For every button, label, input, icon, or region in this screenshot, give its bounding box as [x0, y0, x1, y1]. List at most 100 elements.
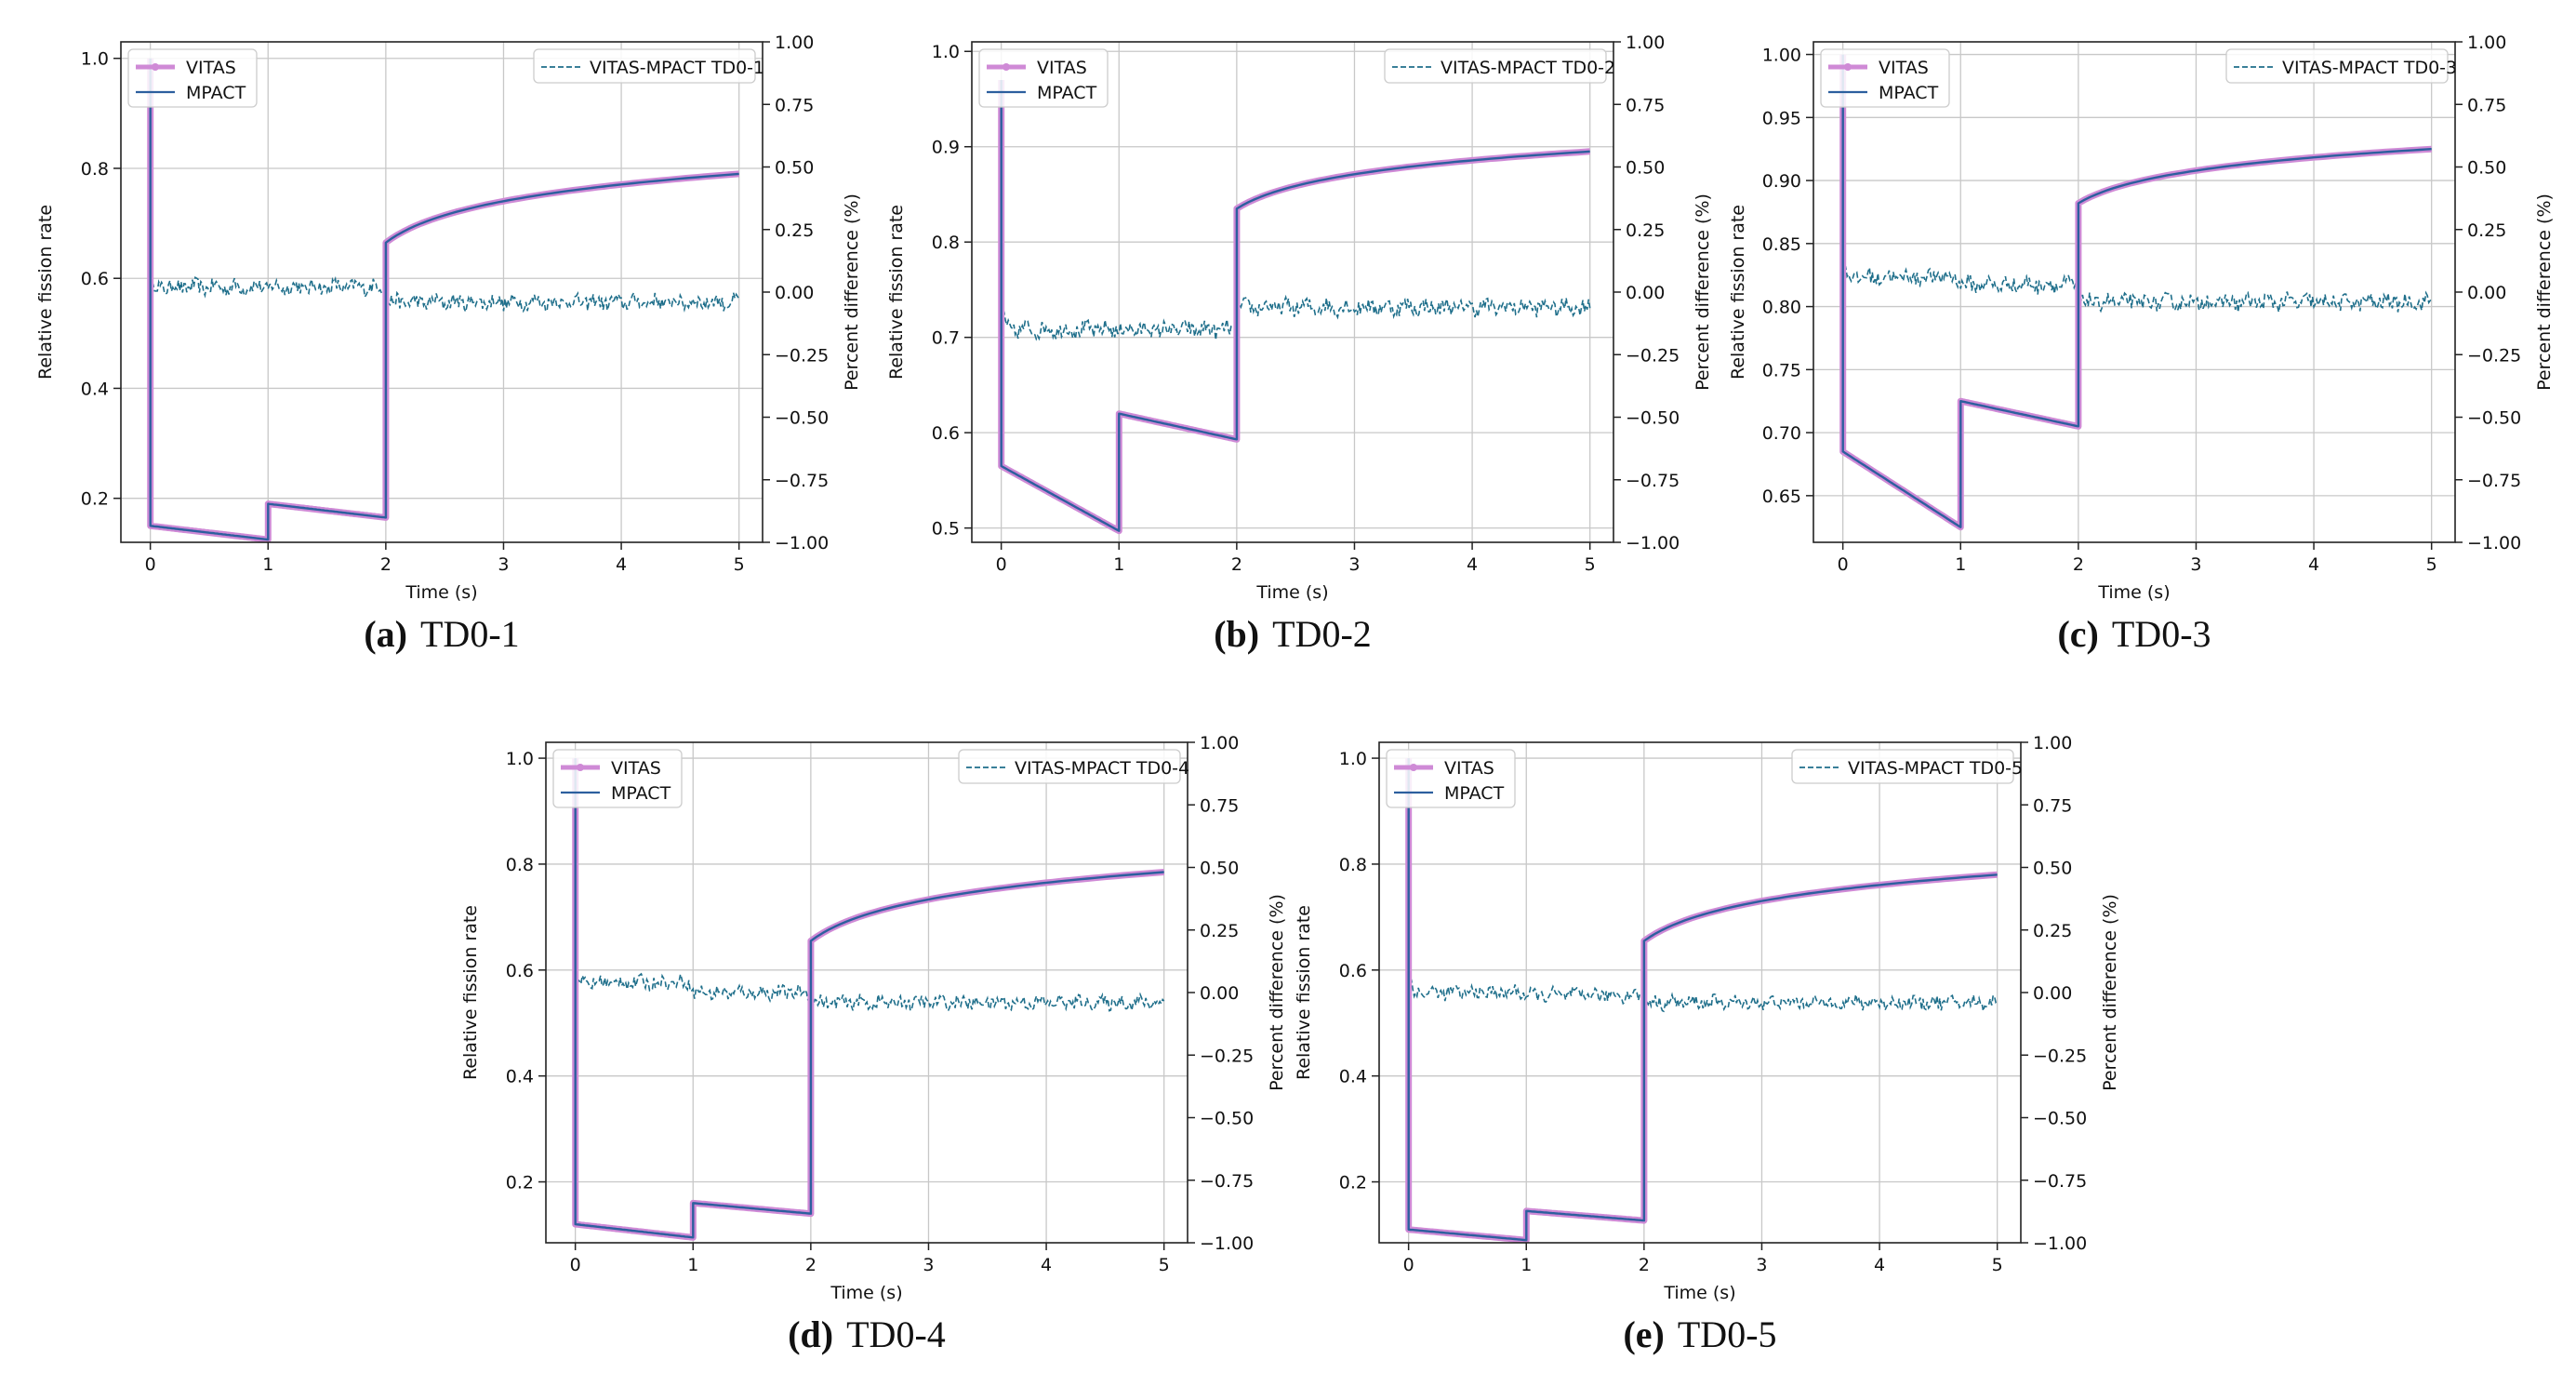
y-tick-label-left: 0.2	[506, 1173, 534, 1193]
panel-letter: (e)	[1623, 1313, 1664, 1355]
legend-vitas-label: VITAS	[186, 58, 236, 78]
legend-vitas-marker	[152, 63, 159, 71]
x-tick-label: 0	[1403, 1255, 1414, 1275]
y-tick-label-left: 0.6	[81, 269, 109, 289]
y-tick-label-left: 0.6	[506, 961, 534, 981]
legend-mpact-label: MPACT	[1879, 83, 1939, 103]
y-tick-label-right: −0.75	[775, 471, 829, 491]
legend-vitas-label: VITAS	[611, 758, 661, 779]
x-tick-label: 1	[1113, 554, 1124, 575]
y-tick-label-right: 0.75	[2467, 95, 2506, 115]
legend-right-box	[1384, 48, 1607, 84]
x-tick-label: 0	[570, 1255, 581, 1275]
x-tick-label: 3	[1348, 554, 1360, 575]
x-tick-label: 2	[1231, 554, 1242, 575]
panel-caption-text: TD0-1	[420, 613, 520, 655]
x-tick-label: 5	[734, 554, 745, 575]
legend-left: VITAS MPACT	[978, 48, 1109, 108]
legend-vitas-label: VITAS	[1879, 58, 1929, 78]
y-tick-label-right: 0.25	[1200, 921, 1239, 941]
legend-mpact-label: MPACT	[186, 83, 246, 103]
x-tick-label: 5	[1585, 554, 1596, 575]
mpact-series-line	[1407, 758, 1998, 1242]
y-axis-label-left: Relative fission rate	[35, 205, 56, 380]
panel-caption-text: TD0-5	[1678, 1313, 1777, 1355]
legend-diff-label: VITAS-MPACT TD0-1	[590, 58, 764, 78]
panel-letter: (d)	[788, 1313, 833, 1355]
y-tick-label-right: 0.00	[2033, 983, 2072, 1004]
y-tick-label-left: 0.8	[506, 855, 534, 875]
y-tick-label-left: 0.65	[1762, 487, 1801, 507]
y-axis-label-left: Relative fission rate	[1728, 205, 1748, 380]
x-axis-label: Time (s)	[405, 582, 477, 603]
y-tick-label-left: 1.0	[81, 49, 109, 70]
plot-frame	[545, 741, 1188, 1244]
chart-panel-5: 0 1 2 3 4 5 0.2 0.4 0.6 0.8 1.0 −1.00 −0.75 −0.50 −0.2…	[1294, 733, 2120, 1355]
difference-series-line	[575, 972, 1165, 1013]
y-tick-label-right: 1.00	[2033, 733, 2072, 753]
x-tick-label: 0	[145, 554, 156, 575]
mpact-series-line	[1841, 54, 2432, 528]
y-tick-label-left: 0.7	[932, 328, 960, 349]
y-axis-label-left: Relative fission rate	[1294, 905, 1314, 1080]
legend-left: VITAS MPACT	[552, 749, 683, 808]
y-tick-label-right: 0.00	[2467, 283, 2506, 303]
y-tick-label-left: 0.95	[1762, 108, 1801, 128]
panel-caption-text: TD0-4	[846, 1313, 946, 1355]
y-tick-label-right: −0.50	[1200, 1109, 1254, 1129]
x-tick-label: 4	[1874, 1255, 1885, 1275]
y-tick-label-left: 0.8	[1339, 855, 1367, 875]
chart-panel-1: 0 1 2 3 4 5 0.2 0.4 0.6 0.8 1.0 −1.00 −0.75 −0.50 −0.2…	[35, 33, 862, 655]
legend-right: VITAS-MPACT TD0-5	[1791, 749, 2023, 784]
legend-right: VITAS-MPACT TD0-2	[1384, 48, 1615, 84]
legend-vitas-marker	[577, 764, 584, 771]
y-tick-label-right: 0.50	[1200, 859, 1239, 879]
chart-panel-4: 0 1 2 3 4 5 0.2 0.4 0.6 0.8 1.0 −1.00 −0.75 −0.50 −0.2…	[460, 733, 1287, 1355]
y-tick-label-left: 0.8	[932, 233, 960, 253]
legend-mpact-label: MPACT	[611, 783, 671, 804]
panel-caption: (b) TD0-2	[1214, 613, 1372, 655]
y-tick-label-left: 0.90	[1762, 171, 1801, 192]
y-tick-label-right: 0.25	[775, 220, 814, 241]
x-tick-label: 3	[923, 1255, 934, 1275]
y-tick-label-right: −0.75	[1626, 471, 1680, 491]
x-axis-label: Time (s)	[1663, 1283, 1735, 1303]
x-tick-label: 0	[1838, 554, 1849, 575]
x-tick-label: 5	[1992, 1255, 2003, 1275]
y-axis-label-right: Percent difference (%)	[1693, 193, 1713, 391]
vitas-series-line	[1839, 54, 2432, 531]
chart-panel-2: 0 1 2 3 4 5 0.5 0.6 0.7 0.8 0.9 1.0 −1.00 −0.75 −0.50 −…	[886, 33, 1713, 655]
y-tick-label-left: 0.9	[932, 138, 960, 158]
legend-right-box	[1791, 749, 2014, 784]
y-tick-label-left: 1.0	[932, 42, 960, 62]
y-tick-label-right: 1.00	[2467, 33, 2506, 53]
y-tick-label-right: 0.25	[2033, 921, 2072, 941]
y-tick-label-left: 0.2	[1339, 1173, 1367, 1193]
y-tick-label-right: −1.00	[1626, 533, 1680, 553]
y-tick-label-right: 0.00	[1200, 983, 1239, 1004]
x-tick-label: 3	[1756, 1255, 1767, 1275]
difference-series-line	[150, 275, 740, 314]
y-tick-label-right: 1.00	[1626, 33, 1665, 53]
legend-diff-label: VITAS-MPACT TD0-2	[1441, 58, 1615, 78]
y-tick-label-right: 0.00	[1626, 283, 1665, 303]
y-tick-label-right: −1.00	[1200, 1233, 1254, 1254]
y-tick-label-right: −0.25	[1200, 1046, 1254, 1066]
panel-caption-text: TD0-2	[1272, 613, 1372, 655]
y-tick-label-right: 0.75	[1626, 95, 1665, 115]
legend-right-box	[2225, 48, 2449, 84]
x-tick-label: 1	[1955, 554, 1966, 575]
y-tick-label-right: −1.00	[775, 533, 829, 553]
x-tick-label: 4	[1041, 1255, 1052, 1275]
panel-caption: (e) TD0-5	[1623, 1313, 1776, 1355]
x-axis-label: Time (s)	[1255, 582, 1328, 603]
legend-vitas-label: VITAS	[1444, 758, 1494, 779]
y-tick-label-right: −0.50	[2467, 408, 2521, 429]
y-tick-label-left: 0.5	[932, 519, 960, 540]
y-tick-label-left: 1.0	[1339, 749, 1367, 769]
y-tick-label-left: 0.6	[932, 423, 960, 444]
x-tick-label: 1	[262, 554, 273, 575]
y-tick-label-right: −1.00	[2467, 533, 2521, 553]
x-tick-label: 4	[2308, 554, 2319, 575]
y-tick-label-right: −0.50	[775, 408, 829, 429]
